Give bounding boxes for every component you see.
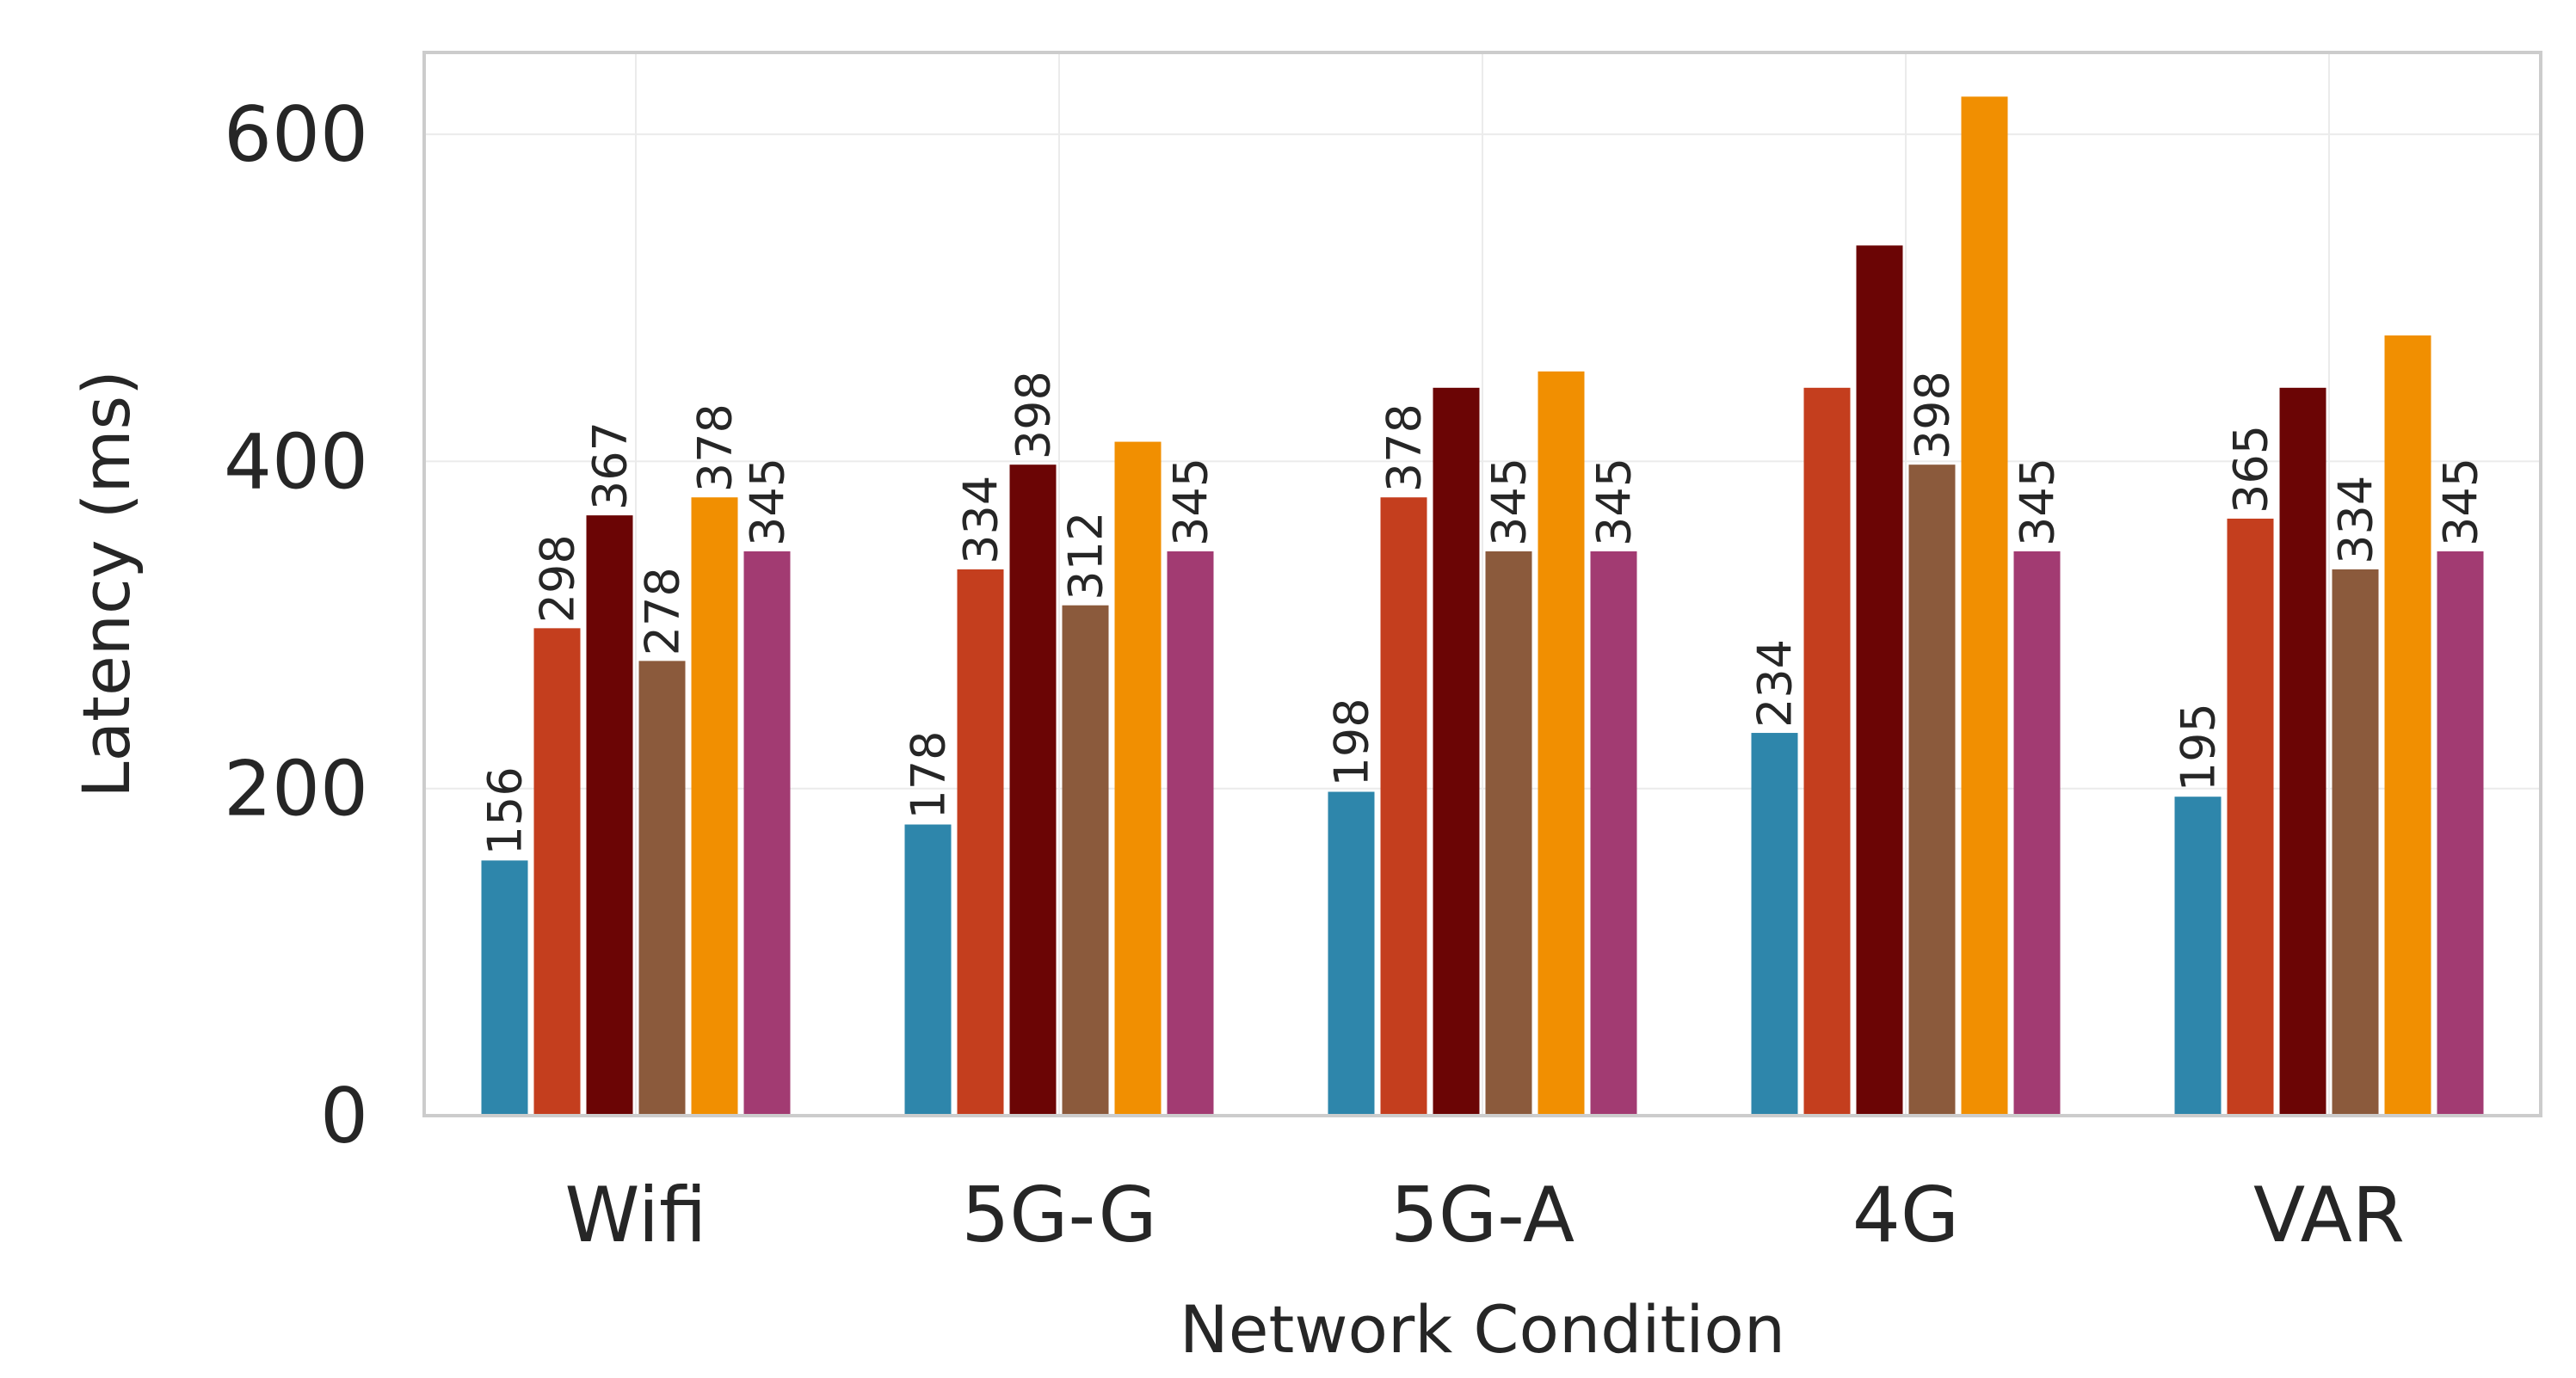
bar	[2332, 569, 2379, 1116]
bar-value-label: 378	[688, 403, 743, 492]
bar-value-label: 234	[1748, 639, 1803, 728]
y-tick-label: 600	[224, 90, 368, 179]
bar	[957, 569, 1004, 1116]
bar	[1751, 733, 1798, 1116]
y-axis-title: Latency (ms)	[68, 370, 145, 798]
bar	[1856, 245, 1903, 1116]
bar	[533, 628, 581, 1116]
bar	[2279, 387, 2326, 1116]
bar	[1328, 791, 1375, 1116]
bar	[1908, 464, 1956, 1116]
y-tick-label: 0	[320, 1072, 368, 1160]
bar	[904, 824, 952, 1116]
y-tick-label: 400	[224, 417, 368, 506]
bar-value-label: 278	[636, 567, 690, 655]
bar	[1485, 551, 1532, 1116]
y-tick-labels: 0 200 400 600	[224, 90, 368, 1160]
bar-value-label: 345	[1482, 458, 1537, 546]
bar	[1062, 605, 1109, 1116]
bar-value-label: 334	[2329, 476, 2383, 564]
bar-value-label: 367	[583, 421, 638, 510]
x-tick-label: VAR	[2253, 1171, 2405, 1259]
bar	[1114, 441, 1162, 1116]
bar	[2174, 797, 2222, 1116]
bar-value-label: 345	[2011, 458, 2065, 546]
bar	[1590, 551, 1637, 1116]
bar	[2384, 335, 2431, 1116]
bar	[481, 860, 528, 1116]
bar-value-label: 398	[1906, 371, 1960, 459]
bar-value-label: 365	[2224, 425, 2278, 514]
bar	[2437, 551, 2484, 1116]
bar-value-label: 345	[741, 458, 795, 546]
bar-value-label: 178	[902, 730, 956, 819]
bar-value-label: 334	[954, 476, 1008, 564]
bar	[1167, 551, 1214, 1116]
bar-value-label: 378	[1377, 403, 1432, 492]
bar	[1009, 464, 1057, 1116]
bar-value-label: 198	[1325, 698, 1379, 786]
bar	[586, 515, 633, 1116]
x-tick-label: 5G-A	[1390, 1171, 1575, 1259]
bar-value-label: 298	[531, 534, 585, 623]
bar	[1380, 497, 1427, 1116]
bar	[1538, 371, 1585, 1116]
bar	[2227, 518, 2274, 1116]
bar	[743, 551, 791, 1116]
x-tick-label: 4G	[1852, 1171, 1959, 1259]
bar	[1961, 96, 2008, 1116]
plot-frame	[422, 51, 2542, 1117]
bar	[691, 497, 738, 1116]
bar-value-label: 345	[1164, 458, 1218, 546]
bar	[2013, 551, 2061, 1116]
x-tick-label: Wifi	[565, 1171, 707, 1259]
y-tick-label: 200	[224, 745, 368, 834]
bar-layer	[481, 96, 2484, 1116]
bar	[1433, 387, 1480, 1116]
bar-value-label: 345	[2434, 458, 2488, 546]
bar-value-label: 345	[1587, 458, 1642, 546]
x-tick-label: 5G-G	[961, 1171, 1156, 1259]
bar-value-label: 156	[478, 766, 533, 855]
x-axis-title: Network Condition	[1180, 1291, 1785, 1368]
bar	[1803, 387, 1851, 1116]
bar-value-label: 312	[1059, 512, 1113, 600]
x-tick-labels: Wifi 5G-G 5G-A 4G VAR	[565, 1171, 2405, 1259]
bar-value-label: 398	[1007, 371, 1061, 459]
bar-label-layer: 156 178 198 234 195 298 334 378 365 367 398 278 312 3…	[478, 371, 2488, 855]
bar	[638, 661, 686, 1116]
bar-value-label: 195	[2172, 703, 2226, 791]
